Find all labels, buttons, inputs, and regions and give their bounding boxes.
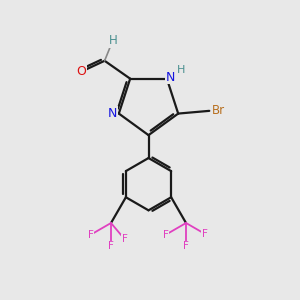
Text: F: F [88,230,94,240]
Text: N: N [166,71,175,84]
Text: F: F [183,241,189,251]
Text: F: F [108,241,114,251]
Text: H: H [177,65,185,75]
Text: F: F [122,234,128,244]
Text: N: N [108,107,118,120]
Text: H: H [109,34,117,47]
Text: F: F [163,230,169,240]
Text: O: O [76,64,86,78]
Text: F: F [202,229,208,239]
Text: Br: Br [212,104,225,117]
